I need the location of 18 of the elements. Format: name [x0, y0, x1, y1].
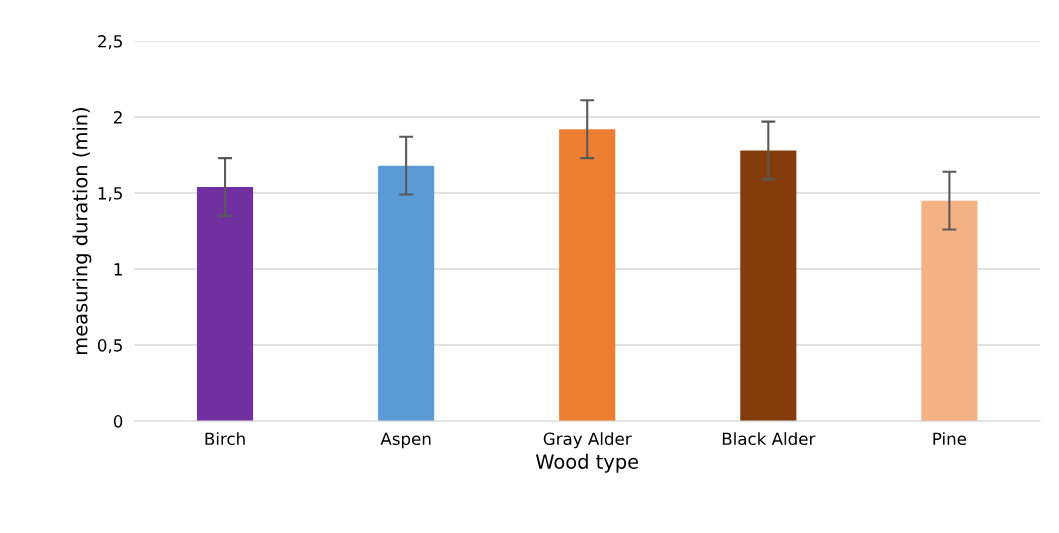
bar [378, 165, 435, 422]
bar [921, 200, 978, 422]
x-axis-title: Wood type [535, 453, 639, 473]
bar [559, 129, 616, 422]
x-tick-label: Black Alder [722, 432, 816, 446]
x-tick-label: Pine [933, 432, 967, 446]
y-tick-label: 2,5 [98, 35, 122, 50]
y-tick-label: 0 [113, 415, 123, 428]
x-tick-label: Aspen [380, 432, 431, 449]
x-tick-label: Birch [205, 432, 245, 446]
y-tick-label: 1 [114, 263, 122, 276]
bar [196, 186, 254, 422]
y-tick-label: 2 [114, 111, 122, 124]
bar [740, 150, 797, 422]
y-tick-label: 1,5 [98, 187, 122, 202]
x-tick-label: Gray Alder [543, 432, 632, 449]
y-tick-label: 0,5 [97, 339, 122, 354]
y-axis-title: measuring duration (min) [72, 108, 92, 354]
